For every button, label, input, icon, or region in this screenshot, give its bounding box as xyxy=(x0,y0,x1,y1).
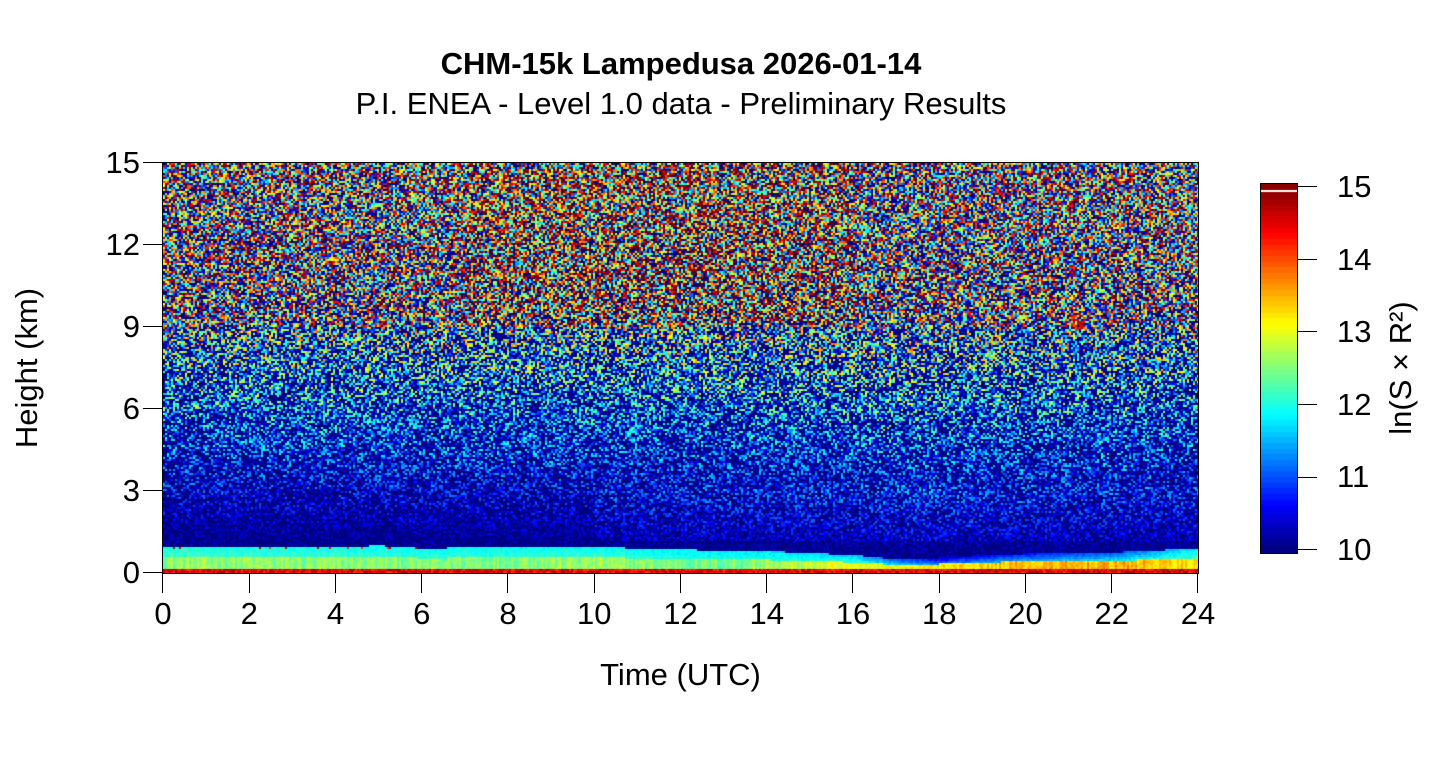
colorbar-tick-label: 11 xyxy=(1337,459,1370,495)
x-tick xyxy=(1197,573,1199,593)
y-tick-label: 12 xyxy=(105,227,140,262)
colorbar xyxy=(1261,184,1297,553)
x-tick-label: 0 xyxy=(154,596,172,631)
y-tick-label: 15 xyxy=(105,145,140,180)
x-tick xyxy=(593,573,595,593)
x-tick xyxy=(938,573,940,593)
backscatter-heatmap xyxy=(163,163,1198,573)
y-tick xyxy=(143,326,163,328)
x-tick xyxy=(679,573,681,593)
colorbar-tick xyxy=(1297,549,1317,551)
x-tick xyxy=(162,573,164,593)
x-tick xyxy=(1024,573,1026,593)
x-tick-label: 16 xyxy=(835,596,871,631)
colorbar-tick xyxy=(1297,186,1317,188)
y-tick xyxy=(143,162,163,164)
colorbar-tick-label: 10 xyxy=(1337,532,1372,567)
x-tick-label: 10 xyxy=(577,596,612,631)
x-tick xyxy=(248,573,250,593)
x-tick-label: 6 xyxy=(413,596,431,631)
chart-title: CHM-15k Lampedusa 2026-01-14 xyxy=(440,46,922,81)
y-tick-label: 0 xyxy=(122,555,140,590)
chart-subtitle: P.I. ENEA - Level 1.0 data - Preliminary… xyxy=(355,86,1007,121)
x-tick xyxy=(334,573,336,593)
x-tick xyxy=(852,573,854,593)
x-tick xyxy=(766,573,767,593)
x-tick xyxy=(1111,573,1112,593)
y-tick-label: 3 xyxy=(122,473,140,508)
y-tick-label: 9 xyxy=(122,309,140,344)
x-tick-label: 2 xyxy=(240,596,258,631)
colorbar-tick-label: 12 xyxy=(1337,386,1372,422)
colorbar-tick-label: 15 xyxy=(1337,169,1372,204)
colorbar-tick xyxy=(1297,258,1317,260)
x-tick-label: 22 xyxy=(1094,596,1129,631)
y-tick xyxy=(143,408,163,410)
y-tick xyxy=(143,572,163,574)
colorbar-tick xyxy=(1297,476,1317,478)
colorbar-tick-label: 13 xyxy=(1337,314,1372,350)
y-tick xyxy=(143,244,163,246)
x-tick-label: 12 xyxy=(663,596,698,631)
x-tick xyxy=(507,573,509,593)
x-tick-label: 18 xyxy=(922,596,957,631)
colorbar-tick xyxy=(1297,331,1317,333)
colorbar-tick-label: 14 xyxy=(1337,241,1372,277)
x-axis-label: Time (UTC) xyxy=(600,657,761,692)
x-tick-label: 20 xyxy=(1008,596,1043,631)
x-tick-label: 4 xyxy=(326,596,345,631)
y-tick xyxy=(143,490,163,492)
colorbar-label: ln(S × R²) xyxy=(1383,301,1418,435)
colorbar-tick xyxy=(1297,404,1317,406)
x-tick-label: 8 xyxy=(499,596,517,631)
x-tick xyxy=(421,573,422,593)
x-tick-label: 24 xyxy=(1180,596,1216,631)
x-tick-label: 14 xyxy=(749,596,784,631)
y-tick-label: 6 xyxy=(122,391,140,426)
y-axis-label: Height (km) xyxy=(9,287,44,449)
